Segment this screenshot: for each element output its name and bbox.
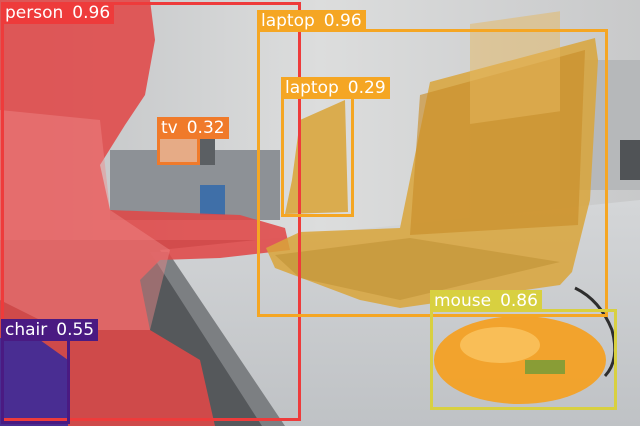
- person-label-name: person: [5, 3, 64, 23]
- tv-label: tv 0.32: [157, 117, 229, 139]
- tv-mask: [160, 138, 198, 162]
- laptop-large-label-score: 0.96: [323, 11, 362, 31]
- laptop-keyboard: [275, 238, 560, 300]
- laptop-large-label: laptop 0.96: [257, 10, 366, 32]
- chair-label-score: 0.55: [56, 320, 95, 340]
- laptop-large-label-name: laptop: [261, 11, 315, 31]
- mouse-highlight: [460, 327, 540, 363]
- person-bounding-box: [1, 2, 301, 421]
- mouse-circuit: [525, 360, 565, 374]
- desk-edge: [150, 252, 285, 426]
- tv-label-score: 0.32: [186, 118, 225, 138]
- laptop-small-label-name: laptop: [285, 78, 339, 98]
- laptop-small-bounding-box: [281, 96, 354, 217]
- tv-label-name: tv: [161, 118, 178, 138]
- mouse-bounding-box: [430, 309, 617, 410]
- laptop-screen-window: [470, 11, 560, 124]
- chair-label-name: chair: [5, 320, 48, 340]
- chair-label: chair 0.55: [1, 319, 99, 341]
- chair-bounding-box: [1, 338, 70, 424]
- mouse-cable: [574, 286, 617, 378]
- mouse-label-score: 0.86: [500, 291, 538, 311]
- person-shirt-shade: [0, 110, 170, 330]
- laptop-small-label: laptop 0.29: [281, 77, 390, 99]
- tv-bounding-box: [157, 136, 200, 165]
- mouse-label-name: mouse: [434, 291, 492, 311]
- mouse-label: mouse 0.86: [430, 290, 542, 312]
- back-equipment: [200, 185, 225, 215]
- person-label-score: 0.96: [72, 3, 111, 23]
- laptop-small-label-score: 0.29: [347, 78, 386, 98]
- person-label: person 0.96: [1, 2, 115, 24]
- right-monitor: [620, 140, 640, 180]
- chair-mask: [0, 338, 68, 426]
